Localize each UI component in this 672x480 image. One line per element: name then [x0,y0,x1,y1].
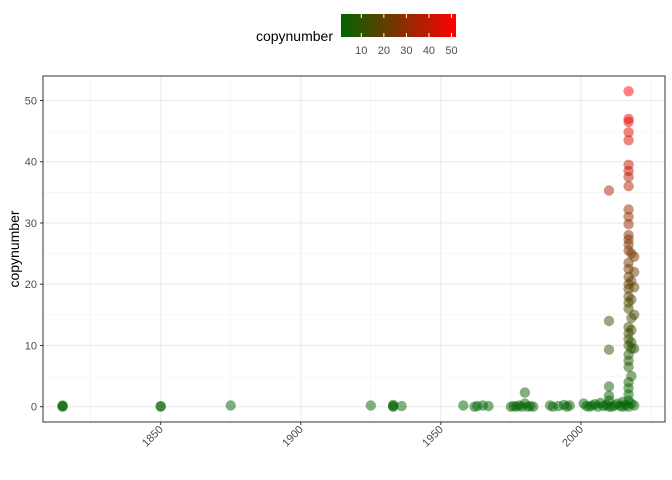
data-point [483,400,494,412]
grid-minor [43,76,665,422]
legend-tick-label: 30 [400,45,412,57]
data-point [629,309,640,320]
y-tick-label: 50 [25,95,37,107]
data-point [629,266,640,278]
data-point [225,400,236,411]
y-tick-label: 20 [25,279,37,291]
y-axis: 0 10 20 30 40 50 [25,95,43,414]
legend-tick-label: 40 [423,45,435,57]
legend-ticks: 10 20 30 40 50 [355,14,458,57]
x-axis: 1850 1900 1950 2000 [140,422,586,449]
plot-panel [42,75,666,423]
data-point [155,400,166,412]
panel-border [42,75,666,423]
y-tick-label: 0 [31,402,37,414]
data-points [57,86,640,412]
data-point [626,370,637,382]
data-point [626,324,637,336]
data-point [519,387,531,398]
y-axis-title: copynumber [6,210,22,287]
data-point [623,181,634,192]
data-point [629,400,640,411]
legend-tick-label: 10 [355,45,367,57]
data-point [603,381,615,392]
data-point [623,171,634,183]
legend-tick-label: 20 [378,45,390,57]
data-point [458,400,469,411]
data-point [365,400,376,411]
data-point [623,86,634,97]
data-point [603,344,615,355]
x-tick-label: 1950 [420,424,446,450]
legend-tick-label: 50 [445,45,457,57]
grid-major [43,76,665,422]
data-point [629,343,640,354]
y-tick-label: 30 [25,218,37,230]
data-point [623,211,634,222]
legend-title: copynumber [256,28,333,44]
data-point [629,282,640,293]
data-point [564,400,575,411]
x-tick-label: 2000 [560,424,586,450]
data-point [57,400,68,412]
data-point [623,361,634,373]
legend-colorbar [341,14,456,37]
y-tick-label: 40 [25,157,37,169]
panel-background [43,76,665,422]
data-point [388,399,399,411]
data-point [623,204,634,215]
data-point [528,401,539,412]
data-point [629,251,640,262]
data-point [603,185,615,196]
data-point [603,315,615,327]
x-tick-label: 1850 [140,424,166,450]
data-point [623,116,634,128]
y-tick-label: 10 [25,340,37,352]
legend: copynumber 10 20 30 40 50 [256,14,458,57]
data-point [396,400,407,412]
data-point [623,135,634,146]
data-point [623,127,634,138]
data-point [623,219,634,230]
x-tick-label: 1900 [280,424,306,450]
data-point [626,294,637,305]
